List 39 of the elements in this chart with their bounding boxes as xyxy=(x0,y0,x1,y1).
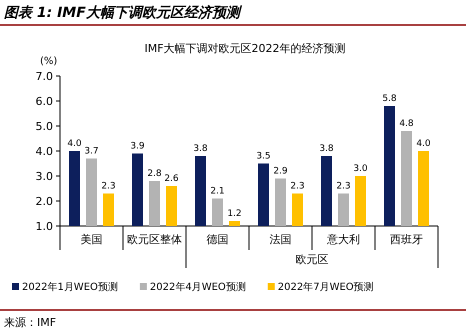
data-label: 3.9 xyxy=(130,142,145,152)
chart-subtitle: IMF大幅下调对欧元区2022年的经济预测 xyxy=(144,42,346,55)
data-label: 4.0 xyxy=(416,139,431,149)
y-tick-label: 5.0 xyxy=(36,120,53,133)
data-label: 1.2 xyxy=(227,209,242,219)
data-label: 3.0 xyxy=(353,164,368,174)
data-label: 3.8 xyxy=(193,144,208,154)
y-tick-label: 6.0 xyxy=(36,95,53,108)
data-label: 2.6 xyxy=(164,174,179,184)
data-label: 3.7 xyxy=(84,146,99,156)
x-tick-label: 法国 xyxy=(270,233,292,246)
x-tick-label: 西班牙 xyxy=(390,233,423,246)
text: 欧元区 xyxy=(296,253,328,266)
data-label: 4.0 xyxy=(67,139,82,149)
data-label: 2.1 xyxy=(210,186,225,196)
x-tick-label: 意大利 xyxy=(326,233,360,246)
data-label: 4.8 xyxy=(399,119,414,129)
data-label: 2.3 xyxy=(336,182,351,192)
data-label: 2.8 xyxy=(147,169,162,179)
x-tick-label: 欧元区整体 xyxy=(127,233,182,246)
y-tick-label: 3.0 xyxy=(36,170,53,183)
data-label: 2.3 xyxy=(290,182,305,192)
y-axis-title: (%) xyxy=(40,56,58,67)
y-tick-label: 2.0 xyxy=(36,195,53,208)
data-label: 2.9 xyxy=(273,166,288,176)
y-tick-label: 7.0 xyxy=(36,70,53,83)
data-label: 3.8 xyxy=(319,144,334,154)
chart-title: 图表 1: IMF大幅下调欧元区经济预测 xyxy=(4,4,243,21)
data-label: 5.8 xyxy=(382,94,397,104)
y-tick-label: 4.0 xyxy=(36,145,53,158)
data-label: 3.5 xyxy=(256,152,271,162)
legend-label: 2022年1月WEO预测 xyxy=(22,281,118,293)
source-note: 来源：IMF xyxy=(4,316,56,329)
legend-label: 2022年4月WEO预测 xyxy=(150,281,246,293)
x-tick-label: 美国 xyxy=(80,233,102,246)
x-tick-label: 德国 xyxy=(206,233,228,246)
data-label: 2.3 xyxy=(101,182,116,192)
y-tick-label: 1.0 xyxy=(36,220,53,233)
legend-label: 2022年7月WEO预测 xyxy=(278,281,374,293)
